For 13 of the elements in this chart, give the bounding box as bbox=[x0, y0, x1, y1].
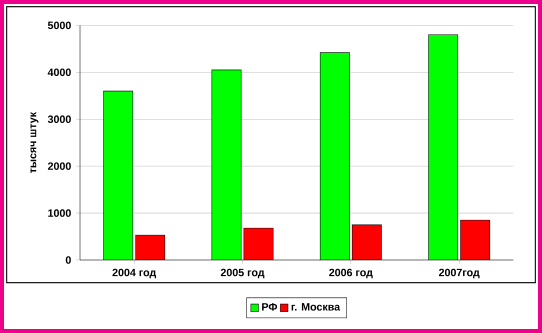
legend-label: г. Москва bbox=[292, 303, 340, 311]
y-tick-label: 3000 bbox=[48, 115, 71, 123]
x-tick-label: 2006 год bbox=[329, 268, 373, 278]
y-tick-label: 4000 bbox=[48, 68, 71, 76]
y-tick-label: 0 bbox=[66, 256, 71, 264]
y-tick-label: 5000 bbox=[48, 22, 71, 30]
x-tick-label: 2004 год bbox=[112, 268, 156, 278]
y-tick-label: 2000 bbox=[48, 162, 71, 170]
legend-label: РФ bbox=[262, 303, 278, 311]
x-tick-label: 2005 год bbox=[220, 268, 264, 278]
x-tick-label: 2007год bbox=[438, 268, 480, 278]
y-axis-title: тысяч штук bbox=[30, 112, 38, 174]
y-tick-label: 1000 bbox=[48, 209, 71, 217]
